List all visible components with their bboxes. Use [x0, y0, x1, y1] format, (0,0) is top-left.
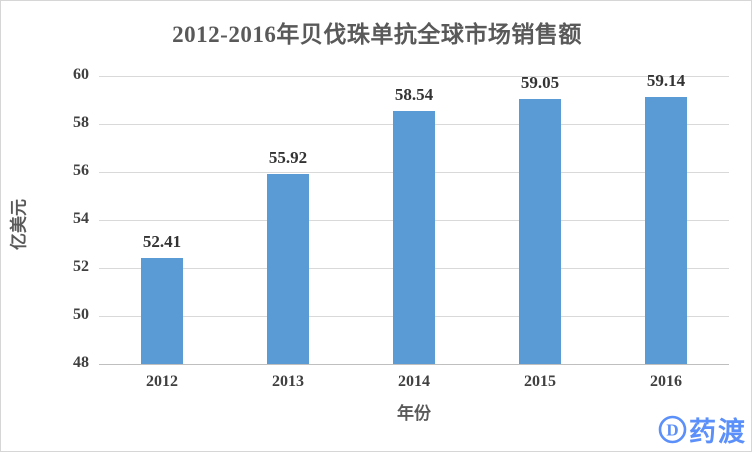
x-tick-label-2016: 2016 — [650, 373, 682, 390]
watermark-text: 药渡 — [689, 417, 747, 447]
x-tick-label-2014: 2014 — [398, 373, 430, 390]
bar-2013 — [267, 174, 309, 364]
x-tick-label-2015: 2015 — [524, 373, 556, 390]
x-axis-title: 年份 — [397, 404, 431, 423]
svg-text:D: D — [666, 421, 678, 440]
y-axis-title: 亿美元 — [9, 199, 29, 250]
gridline-48 — [99, 364, 729, 365]
pharmacodia-d-logo-icon: D — [658, 415, 687, 444]
bar-value-label-2012: 52.41 — [142, 232, 182, 251]
bar-2012 — [141, 258, 183, 364]
y-tick-label-50: 50 — [73, 306, 89, 323]
bar-value-label-2013: 55.92 — [268, 148, 308, 167]
y-axis-tick-labels: 60 58 56 54 52 50 48 — [41, 66, 89, 371]
bar-2015 — [519, 99, 561, 364]
y-tick-label-54: 54 — [73, 210, 89, 227]
y-tick-label-48: 48 — [73, 354, 89, 371]
chart-title: 2012-2016年贝伐珠单抗全球市场销售额 — [172, 22, 582, 47]
x-tick-label-2013: 2013 — [272, 373, 304, 390]
y-tick-label-52: 52 — [73, 258, 89, 275]
bar-value-label-2016: 59.14 — [646, 71, 686, 90]
bar-value-label-2014: 58.54 — [394, 85, 434, 104]
y-tick-label-56: 56 — [73, 162, 89, 179]
y-tick-label-60: 60 — [73, 66, 89, 83]
bar-value-label-2015: 59.05 — [520, 73, 560, 92]
gridline-60 — [99, 76, 729, 77]
bar-2014 — [393, 111, 435, 364]
y-tick-label-58: 58 — [73, 114, 89, 131]
watermark: D 药渡 — [658, 410, 747, 449]
plot-area: 52.41 55.92 58.54 59.05 59.14 — [99, 71, 729, 365]
x-tick-label-2012: 2012 — [146, 373, 178, 390]
bar-2016 — [645, 97, 687, 364]
